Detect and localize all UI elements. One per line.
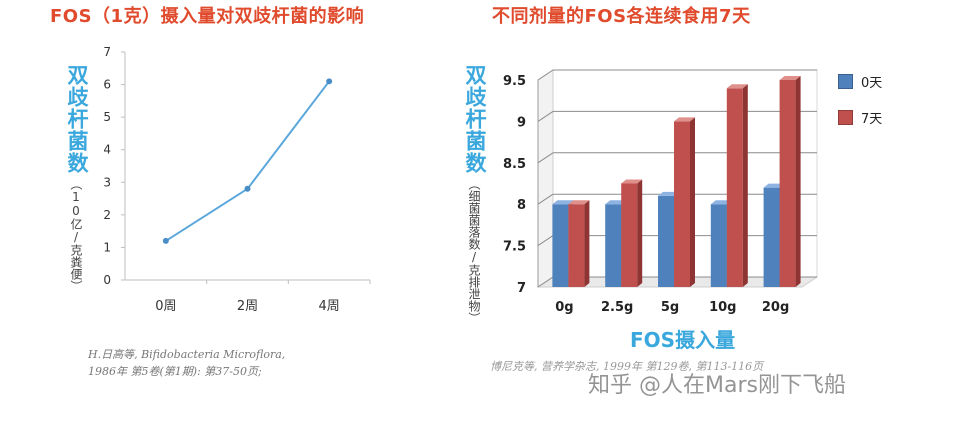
- left-line-chart: 0 1 2 3 4 5 6 7 0周 2周 4周: [103, 45, 371, 314]
- right-grid-diag-3: [537, 152, 554, 164]
- left-y-tick-label-7: 7: [103, 45, 111, 59]
- left-y-tick-label-1: 1: [103, 240, 111, 254]
- left-y-tick-label-6: 6: [103, 78, 111, 92]
- left-y-tick-label-0: 0: [103, 273, 111, 287]
- right-grid-diag-1: [537, 235, 554, 247]
- right-grid-diag-2: [537, 193, 554, 205]
- bar-0-3: [710, 204, 727, 287]
- right-y-tick-label-2: 8: [517, 198, 526, 213]
- bar-1-0: [568, 204, 585, 287]
- bar-1-3: [726, 88, 743, 287]
- right-chart-title: 不同剂量的FOS各连续食用7天: [492, 6, 751, 27]
- right-chart-panel: 不同剂量的FOS各连续食用7天 双歧杆菌数 （细菌菌落数/克排泄物） 7 7.5 8…: [440, 0, 960, 421]
- bar-0-1: [605, 204, 622, 287]
- left-data-point-0: [162, 237, 169, 244]
- bar-top-1-1: [621, 179, 643, 184]
- right-y-tick-label-1: 7.5: [503, 240, 526, 255]
- bar-top-0-3: [710, 200, 732, 205]
- bar-1-1: [621, 183, 638, 287]
- bar-1-4: [779, 80, 796, 287]
- left-y-axis-unit: （10亿/克粪便）: [69, 178, 83, 292]
- right-x-tick-label-0: 0g: [555, 300, 573, 315]
- left-citation-line-2: 1986年 第5卷(第1期): 第37-50页;: [88, 365, 262, 378]
- right-y-tick-label-4: 9: [517, 115, 526, 130]
- watermark: 知乎 @人在Mars刚下飞船: [588, 373, 846, 398]
- bar-side-1-1: [637, 179, 643, 287]
- right-grid-diag-4: [537, 110, 554, 122]
- left-data-point-1: [244, 185, 251, 192]
- right-y-axis-title: 双歧杆菌数: [463, 64, 487, 174]
- bar-top-1-3: [726, 84, 748, 89]
- right-side-wall: [537, 69, 554, 288]
- right-grid-diag-5: [537, 69, 554, 81]
- bar-side-1-4: [795, 76, 801, 287]
- right-x-tick-label-1: 2.5g: [601, 300, 633, 315]
- legend-label-0: 0天: [861, 75, 883, 91]
- left-chart-panel: FOS（1克）摄入量对双歧杆菌的影响 双歧杆菌数 （10亿/克粪便） 0 1 2 3 4…: [0, 0, 440, 421]
- bar-0-0: [552, 204, 569, 287]
- legend-item-0: 0天: [838, 70, 882, 92]
- bar-0-4: [763, 187, 780, 287]
- left-citation: H.日高等, Bifidobacteria Microflora, 1986年 …: [88, 346, 285, 380]
- left-data-point-2: [326, 78, 333, 85]
- bar-top-1-2: [674, 117, 695, 122]
- right-grid-diag-0: [537, 276, 554, 288]
- bar-side-1-0: [584, 200, 590, 287]
- left-y-tick-label-2: 2: [103, 208, 111, 222]
- left-x-tick-label-1: 2周: [237, 299, 258, 314]
- right-bar-chart: 7 7.5 8 8.5 9 9.5 0g 2.5g 5g 10g 20g: [503, 69, 819, 315]
- bar-side-1-3: [742, 84, 748, 287]
- legend-swatch-blue: [838, 73, 853, 89]
- legend: 0天 7天: [838, 70, 882, 128]
- left-chart-title: FOS（1克）摄入量对双歧杆菌的影响: [50, 6, 365, 27]
- bar-top-0-1: [605, 200, 627, 205]
- bar-0-2: [658, 195, 674, 287]
- legend-item-1: 7天: [838, 106, 882, 128]
- right-y-tick-label-0: 7: [517, 281, 526, 296]
- left-y-tick-label-3: 3: [103, 175, 111, 189]
- bar-top-1-4: [779, 76, 801, 80]
- left-x-tick-label-2: 4周: [319, 299, 340, 314]
- left-series-line: [165, 80, 330, 242]
- bar-top-1-0: [568, 200, 590, 205]
- bar-top-0-2: [658, 191, 679, 196]
- left-y-axis-title: 双歧杆菌数: [65, 64, 89, 174]
- left-y-tick-label-5: 5: [103, 110, 111, 124]
- right-x-axis-title: FOS摄入量: [630, 328, 736, 352]
- left-citation-line-1: H.日高等, Bifidobacteria Microflora,: [88, 348, 286, 361]
- legend-label-1: 7天: [861, 111, 883, 127]
- bar-side-1-2: [690, 117, 695, 288]
- left-x-tick-label-0: 0周: [155, 299, 176, 314]
- right-x-tick-label-3: 10g: [709, 300, 736, 315]
- right-y-tick-label-5: 9.5: [503, 74, 526, 89]
- bar-top-0-4: [763, 183, 785, 188]
- left-y-tick-label-4: 4: [103, 143, 111, 157]
- legend-swatch-red: [838, 109, 853, 125]
- bar-1-2: [674, 121, 690, 288]
- right-y-tick-label-3: 8.5: [503, 157, 526, 172]
- right-x-tick-label-4: 20g: [762, 300, 789, 315]
- bar-top-0-0: [552, 200, 574, 205]
- right-x-tick-label-2: 5g: [661, 300, 679, 315]
- right-y-axis-unit: （细菌菌落数/克排泄物）: [467, 178, 481, 324]
- right-citation: 博尼克等, 营养学杂志, 1999年 第129卷, 第113-116页: [490, 360, 764, 373]
